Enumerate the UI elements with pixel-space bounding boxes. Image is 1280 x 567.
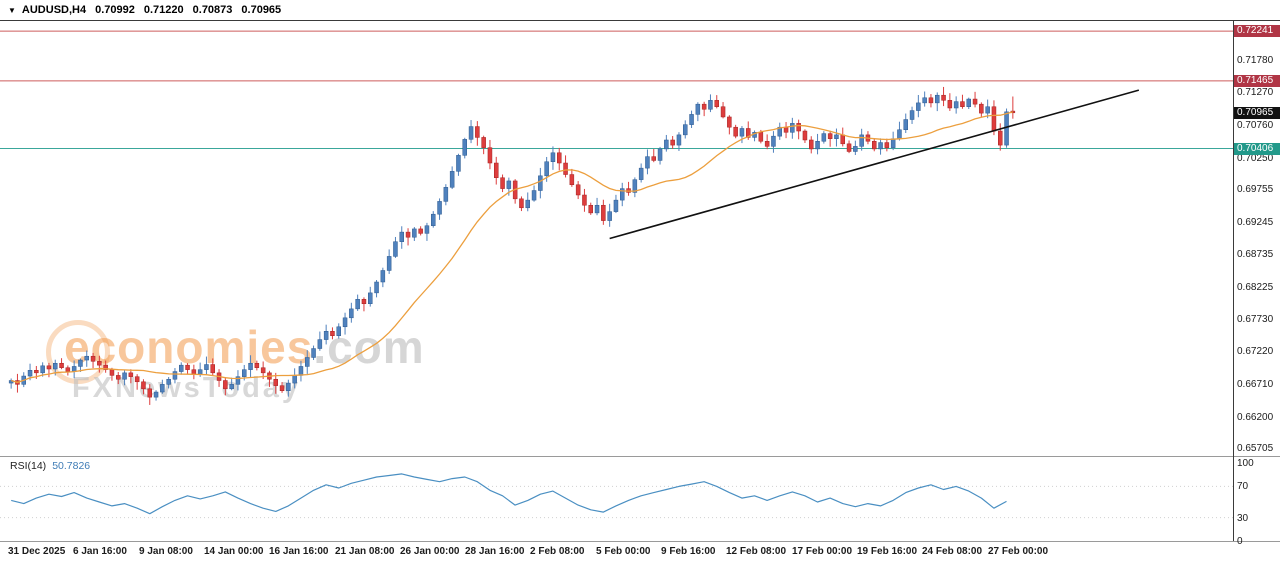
current-price-tag: 0.70965 — [1234, 106, 1280, 119]
price-tick: 0.65705 — [1237, 443, 1274, 455]
price-tick: 0.69755 — [1237, 184, 1274, 196]
resistance-price-tag: 0.72241 — [1234, 25, 1280, 38]
rsi-panel — [0, 473, 1233, 519]
time-label: 31 Dec 2025 — [8, 546, 66, 557]
price-axis-border — [1233, 20, 1234, 541]
price-tick: 0.67220 — [1237, 346, 1274, 358]
rsi-scale-tick: 0 — [1237, 536, 1243, 547]
ohlc-close: 0.70965 — [241, 4, 282, 16]
rsi-indicator-label: RSI(14) 50.7826 — [10, 460, 90, 472]
ohlc-high: 0.71220 — [143, 4, 184, 16]
horizontal-levels — [0, 30, 1233, 150]
rsi-panel-divider — [0, 456, 1280, 457]
symbol-title: AUDUSD,H4 — [21, 4, 87, 16]
symbol-dropdown-icon[interactable]: ▼ — [8, 5, 16, 15]
rsi-line[interactable] — [11, 473, 1007, 515]
resistance-price-tag: 0.71465 — [1234, 74, 1280, 87]
rsi-value: 50.7826 — [52, 460, 91, 472]
time-label: 17 Feb 00:00 — [792, 546, 853, 557]
time-label: 6 Jan 16:00 — [73, 546, 127, 557]
time-label: 2 Feb 08:00 — [530, 546, 585, 557]
price-tick: 0.67730 — [1237, 313, 1274, 325]
rsi-scale-tick: 70 — [1237, 481, 1249, 493]
price-tick: 0.69245 — [1237, 216, 1274, 228]
time-label: 28 Jan 16:00 — [465, 546, 525, 557]
price-tick: 0.66710 — [1237, 378, 1274, 390]
ohlc-low: 0.70873 — [192, 4, 233, 16]
price-tick: 0.66200 — [1237, 411, 1274, 423]
price-tick: 0.68225 — [1237, 282, 1274, 294]
price-tick: 0.71270 — [1237, 87, 1274, 99]
ohlc-open: 0.70992 — [95, 4, 135, 16]
rsi-scale-tick: 30 — [1237, 512, 1249, 524]
ascending-trendline[interactable] — [609, 89, 1140, 240]
price-tick: 0.70760 — [1237, 119, 1274, 131]
time-label: 21 Jan 08:00 — [335, 546, 395, 557]
price-tick: 0.68735 — [1237, 249, 1274, 261]
time-label: 14 Jan 00:00 — [204, 546, 264, 557]
price-tick: 0.70250 — [1237, 152, 1274, 164]
time-label: 27 Feb 00:00 — [988, 546, 1049, 557]
time-label: 26 Jan 00:00 — [400, 546, 460, 557]
time-axis-divider — [0, 541, 1280, 542]
candlestick-series — [8, 86, 1016, 405]
rsi-scale-tick: 100 — [1237, 458, 1254, 469]
time-label: 16 Jan 16:00 — [269, 546, 329, 557]
support-price-tag: 0.70406 — [1234, 142, 1280, 155]
time-label: 12 Feb 08:00 — [726, 546, 787, 557]
moving-average-line[interactable] — [11, 111, 1014, 384]
time-label: 19 Feb 16:00 — [857, 546, 918, 557]
time-label: 9 Jan 08:00 — [139, 546, 193, 557]
rsi-name: RSI(14) — [10, 460, 47, 472]
time-label: 9 Feb 16:00 — [661, 546, 716, 557]
symbol-info-bar: ▼ AUDUSD,H4 0.70992 0.71220 0.70873 0.70… — [8, 4, 281, 16]
time-label: 5 Feb 00:00 — [596, 546, 651, 557]
time-label: 24 Feb 08:00 — [922, 546, 983, 557]
price-tick: 0.71780 — [1237, 54, 1274, 66]
chart-top-border — [0, 20, 1280, 21]
